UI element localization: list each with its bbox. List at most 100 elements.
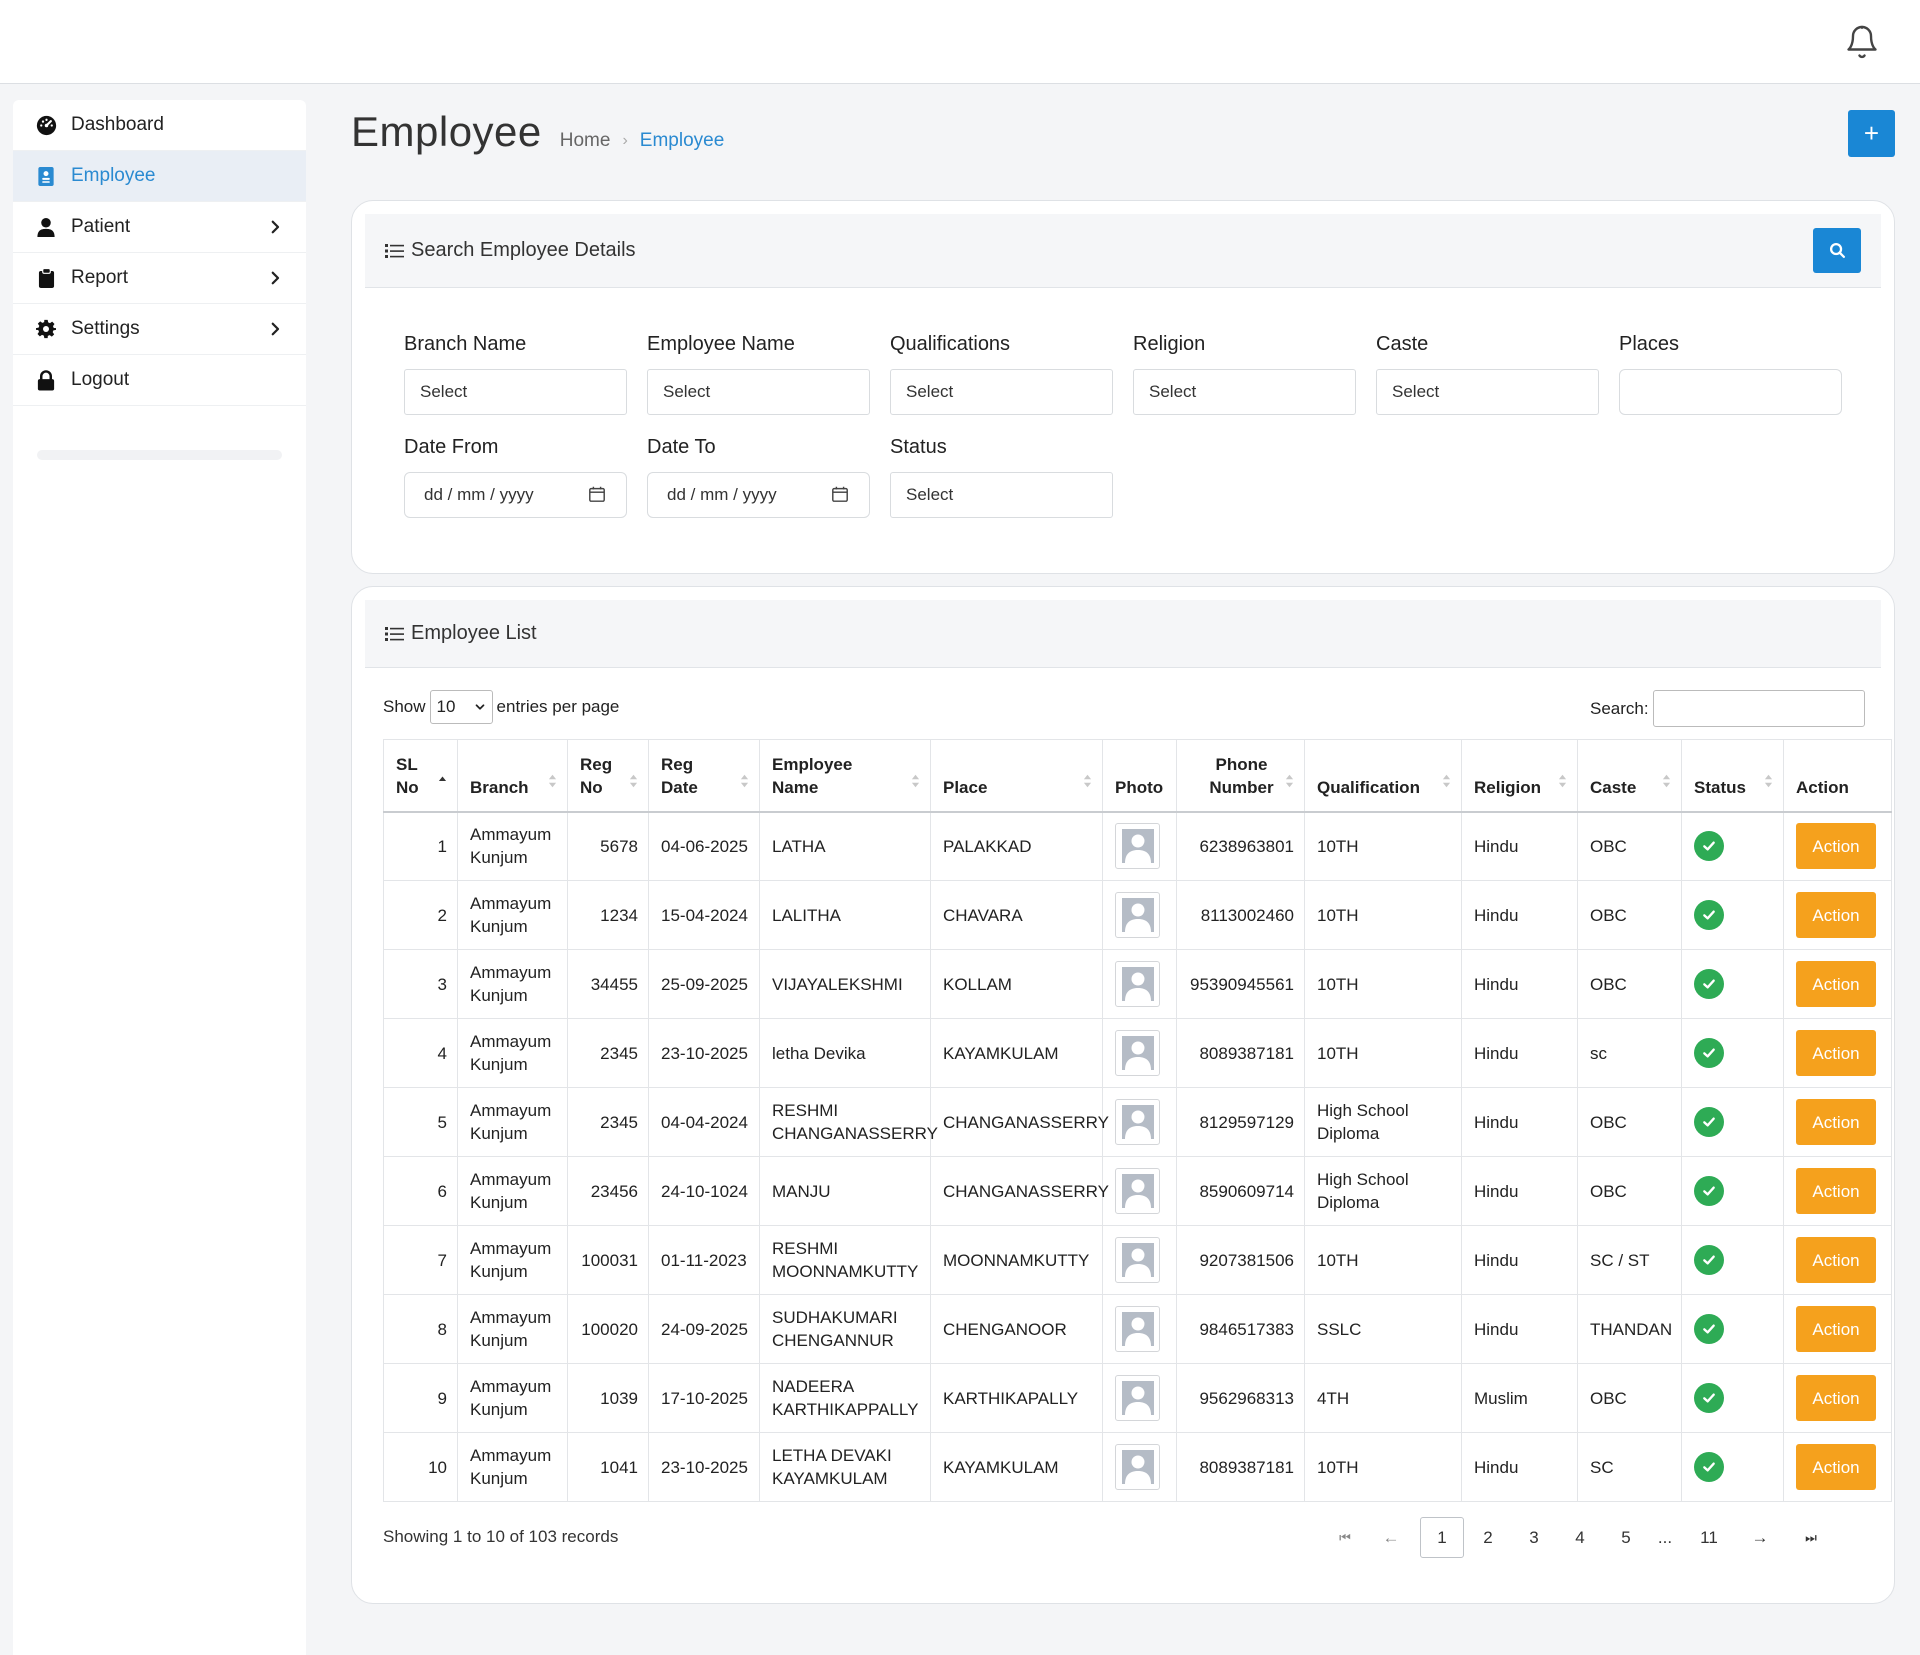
calendar-icon[interactable] (588, 485, 606, 503)
cell-phone-number: 8590609714 (1176, 1156, 1305, 1226)
sidebar-item-patient[interactable]: Patient (13, 202, 306, 253)
action-button[interactable]: Action (1796, 1306, 1876, 1352)
action-button[interactable]: Action (1796, 1237, 1876, 1283)
prev-page-button[interactable]: ← (1382, 1527, 1400, 1547)
column-header-caste[interactable]: Caste (1577, 739, 1682, 813)
employee-name-select[interactable]: Select (647, 369, 870, 415)
cell-sl-no: 10 (383, 1432, 458, 1502)
action-button[interactable]: Action (1796, 1099, 1876, 1145)
column-header-reg-date[interactable]: Reg Date (648, 739, 760, 813)
column-header-reg-no[interactable]: Reg No (567, 739, 649, 813)
cell-action: Action (1783, 1225, 1892, 1295)
table-header-row: SL No Branch Reg No Reg Date Employee Na… (383, 739, 1892, 813)
cell-caste: OBC (1577, 1087, 1682, 1157)
table-row: 5 Ammayum Kunjum 2345 04-04-2024 RESHMI CHAN… (383, 1087, 1892, 1157)
page-button-3[interactable]: 3 (1529, 1527, 1539, 1547)
cell-employee-name: LETHA DEVAKI KAYAMKULAM (759, 1432, 931, 1502)
sort-icon (911, 774, 920, 787)
calendar-icon[interactable] (831, 485, 849, 503)
column-header-place[interactable]: Place (930, 739, 1103, 813)
first-page-button[interactable]: ⏮ (1339, 1529, 1351, 1545)
employee-photo[interactable] (1115, 1306, 1160, 1352)
branch-name-select[interactable]: Select (404, 369, 627, 415)
action-button[interactable]: Action (1796, 823, 1876, 870)
employee-photo[interactable] (1115, 961, 1160, 1007)
action-button[interactable]: Action (1796, 1030, 1876, 1076)
sort-icon[interactable] (548, 773, 557, 789)
page-button-11[interactable]: 11 (1700, 1527, 1718, 1547)
sidebar-item-settings[interactable]: Settings (13, 304, 306, 355)
cell-religion: Hindu (1461, 1018, 1578, 1088)
sidebar-item-label: Patient (71, 216, 131, 237)
search-button[interactable] (1813, 228, 1861, 273)
employee-photo[interactable] (1115, 1168, 1160, 1214)
qualifications-select[interactable]: Select (890, 369, 1113, 415)
employee-list-header: Employee List (365, 600, 1881, 668)
cell-reg-date: 24-09-2025 (648, 1294, 760, 1364)
employee-photo[interactable] (1115, 892, 1160, 938)
cell-reg-no: 100031 (567, 1225, 649, 1295)
cell-phone-number: 8113002460 (1176, 880, 1305, 950)
cell-place: CHANGANASSERRY (930, 1087, 1109, 1157)
column-header-sl-no[interactable]: SL No (383, 739, 458, 813)
cell-qualification: 10TH (1304, 880, 1462, 950)
cell-reg-no: 5678 (567, 811, 649, 881)
entries-label: entries per page (496, 697, 620, 716)
page-button-4[interactable]: 4 (1575, 1527, 1585, 1547)
sidebar-scrollbar[interactable] (37, 450, 282, 460)
last-page-button[interactable]: ⏭ (1805, 1529, 1817, 1545)
action-button[interactable]: Action (1796, 1444, 1876, 1490)
action-button[interactable]: Action (1796, 1375, 1876, 1421)
cell-photo (1102, 811, 1177, 881)
qualifications-label: Qualifications (890, 333, 1011, 355)
page-button-1[interactable]: 1 (1420, 1517, 1464, 1558)
employee-photo[interactable] (1115, 1444, 1160, 1490)
cell-phone-number: 8089387181 (1176, 1432, 1305, 1502)
employee-photo[interactable] (1115, 1237, 1160, 1283)
bell-icon[interactable] (1844, 24, 1880, 60)
employee-photo[interactable] (1115, 823, 1160, 870)
sidebar-item-dashboard[interactable]: Dashboard (13, 100, 306, 151)
page-size-control: Show 10 entries per page (383, 690, 619, 724)
avatar-placeholder-icon (1121, 1243, 1154, 1277)
page-size-select[interactable]: 10 (429, 690, 493, 724)
religion-select[interactable]: Select (1133, 369, 1356, 415)
branch-name-field: Branch Name Select (404, 333, 627, 415)
cell-reg-date: 24-10-1024 (648, 1156, 760, 1226)
page-ellipsis: ... (1657, 1527, 1673, 1547)
column-header-status[interactable]: Status (1681, 739, 1784, 813)
page-button-5[interactable]: 5 (1621, 1527, 1631, 1547)
chevron-right-icon (271, 271, 280, 285)
action-button[interactable]: Action (1796, 961, 1876, 1007)
caste-select[interactable]: Select (1376, 369, 1599, 415)
status-select[interactable]: Select (890, 472, 1113, 518)
table-row: 7 Ammayum Kunjum 100031 01-11-2023 RESHMI MO… (383, 1225, 1892, 1295)
next-page-button[interactable]: → (1751, 1527, 1769, 1547)
add-employee-button[interactable]: + (1848, 110, 1895, 157)
action-button[interactable]: Action (1796, 1168, 1876, 1214)
date-from-input[interactable]: dd / mm / yyyy (404, 472, 627, 518)
sidebar-item-employee[interactable]: Employee (13, 151, 306, 202)
employee-photo[interactable] (1115, 1030, 1160, 1076)
breadcrumb-home[interactable]: Home (559, 130, 611, 151)
cell-status (1681, 1432, 1784, 1502)
column-header-phone-number[interactable]: Phone Number (1176, 739, 1305, 813)
check-icon (1703, 910, 1715, 920)
column-header-qualification[interactable]: Qualification (1304, 739, 1462, 813)
sidebar-item-report[interactable]: Report (13, 253, 306, 304)
employee-photo[interactable] (1115, 1375, 1160, 1421)
cell-place: CHAVARA (930, 880, 1103, 950)
column-header-religion[interactable]: Religion (1461, 739, 1578, 813)
action-button[interactable]: Action (1796, 892, 1876, 938)
cell-religion: Hindu (1461, 811, 1578, 881)
sidebar-item-logout[interactable]: Logout (13, 355, 306, 406)
page-button-2[interactable]: 2 (1483, 1527, 1493, 1547)
places-select[interactable] (1619, 369, 1842, 415)
column-header-employee-name[interactable]: Employee Name (759, 739, 931, 813)
status-active-icon (1694, 1038, 1724, 1068)
table-search-input[interactable] (1652, 690, 1865, 727)
date-to-input[interactable]: dd / mm / yyyy (647, 472, 870, 518)
status-active-icon (1694, 1176, 1724, 1206)
cell-sl-no: 5 (383, 1087, 458, 1157)
employee-photo[interactable] (1115, 1099, 1160, 1145)
